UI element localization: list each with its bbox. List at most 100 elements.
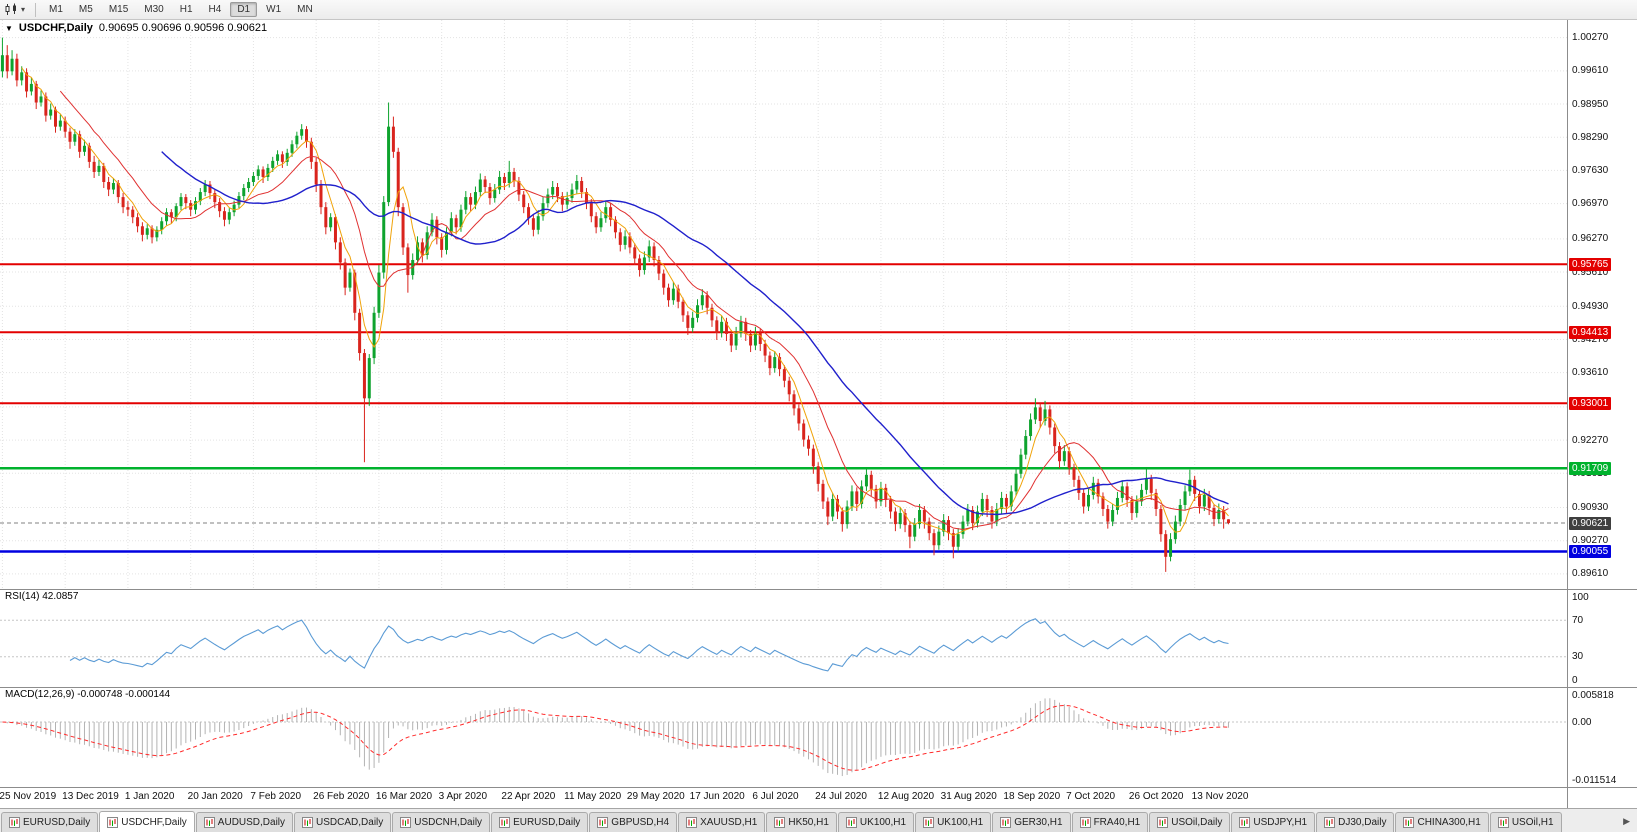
main-chart-area[interactable]: ▼ USDCHF,Daily 0.90695 0.90696 0.90596 0…	[0, 20, 1568, 589]
date-tick-label: 29 May 2020	[626, 791, 685, 802]
price-axis[interactable]: 1.00270 0.99610 0.98950 0.98290 0.97630 0.969…	[1568, 20, 1636, 589]
rsi-indicator-chart[interactable]	[0, 590, 1568, 687]
price-level-badge: 0.94413	[1569, 325, 1612, 339]
mini-chart-icon	[774, 817, 786, 828]
timeframe-button-h1[interactable]: H1	[179, 4, 193, 15]
chart-tab-uk100-h1[interactable]: UK100,H1	[915, 812, 992, 832]
tabs-scroll-right-button[interactable]: ▶	[1623, 816, 1630, 826]
axis-tick-label: 0.93610	[1572, 367, 1609, 379]
chart-tab-audusd-daily[interactable]: AUDUSD,Daily	[195, 812, 294, 832]
date-tick-label: 20 Jan 2020	[187, 791, 243, 802]
chart-tab-fra40-h1[interactable]: FRA40,H1	[1071, 812, 1149, 832]
axis-tick-label: 0	[1572, 674, 1578, 686]
chart-tab-dj30-daily[interactable]: DJ30,Daily	[1316, 812, 1395, 832]
main-chart-pane: ▼ USDCHF,Daily 0.90695 0.90696 0.90596 0…	[0, 20, 1637, 590]
mini-chart-icon	[1403, 817, 1415, 828]
date-tick-label: 6 Jul 2020	[752, 791, 799, 802]
axis-tick-label: 0.95610	[1572, 266, 1609, 278]
timeframe-buttons-group: M1 M5 M15 M30 H1 H4 D1 W1 MN	[41, 2, 321, 17]
date-tick-label: 13 Nov 2020	[1191, 791, 1249, 802]
timeframe-toolbar: ▾ M1 M5 M15 M30 H1 H4 D1 W1 MN	[0, 0, 1637, 20]
chart-tab-label: EURUSD,Daily	[513, 817, 581, 828]
axis-tick-label: 30	[1572, 651, 1584, 663]
chart-tab-gbpusd-h4[interactable]: GBPUSD,H4	[589, 812, 678, 832]
chart-title: ▼ USDCHF,Daily 0.90695 0.90696 0.90596 0…	[5, 22, 267, 34]
timeframe-button-d1[interactable]: D1	[230, 2, 258, 17]
timeframe-button-mn[interactable]: MN	[297, 4, 313, 15]
macd-label: MACD(12,26,9) -0.000748 -0.000144	[5, 689, 171, 700]
time-axis[interactable]: 25 Nov 2019 13 Dec 2019 1 Jan 2020 20 Jan 2…	[0, 788, 1637, 808]
date-tick-label: 31 Aug 2020	[940, 791, 997, 802]
date-labels-row: 25 Nov 2019 13 Dec 2019 1 Jan 2020 20 Jan 2…	[0, 788, 1568, 808]
timeframe-button-w1[interactable]: W1	[266, 4, 282, 15]
date-tick-label: 25 Nov 2019	[0, 791, 57, 802]
axis-tick-label: 0.94270	[1572, 333, 1609, 345]
axis-tick-label: 0.90270	[1572, 535, 1609, 547]
price-level-badge: 0.90621	[1569, 516, 1612, 530]
macd-indicator-pane: MACD(12,26,9) -0.000748 -0.000144 0.0058…	[0, 688, 1637, 788]
axis-tick-label: 0.99610	[1572, 65, 1609, 77]
chart-tab-hk50-h1[interactable]: HK50,H1	[766, 812, 837, 832]
timeframe-button-m1[interactable]: M1	[49, 4, 63, 15]
mini-chart-icon	[1497, 817, 1509, 828]
chart-tab-label: USDCHF,Daily	[121, 816, 187, 828]
rsi-chart-area[interactable]: RSI(14) 42.0857	[0, 590, 1568, 687]
timeframe-button-m30[interactable]: M30	[144, 4, 164, 15]
chart-tab-usdcad-daily[interactable]: USDCAD,Daily	[294, 812, 392, 832]
axis-corner	[1568, 788, 1636, 808]
collapse-triangle-icon[interactable]: ▼	[5, 23, 13, 33]
chart-tabs-bar: EURUSD,Daily USDCHF,Daily AUDUSD,Daily USDC…	[0, 808, 1637, 832]
timeframe-button-m15[interactable]: M15	[108, 4, 129, 15]
chart-tab-label: CHINA300,H1	[1417, 817, 1481, 828]
timeframe-button-h4[interactable]: H4	[208, 4, 222, 15]
chart-type-icon[interactable]	[4, 3, 19, 16]
chart-tab-usdcnh-daily[interactable]: USDCNH,Daily	[392, 812, 491, 832]
date-tick-label: 24 Jul 2020	[815, 791, 867, 802]
macd-indicator-chart[interactable]	[0, 688, 1568, 787]
date-tick-label: 12 Aug 2020	[877, 791, 935, 802]
timeframe-button-m5[interactable]: M5	[78, 4, 93, 15]
mini-chart-icon	[1239, 817, 1251, 828]
date-tick-label: 13 Dec 2019	[62, 791, 119, 802]
axis-tick-label: 0.00	[1572, 716, 1592, 728]
axis-tick-label: -0.011514	[1572, 774, 1617, 786]
date-tick-label: 22 Apr 2020	[501, 791, 556, 802]
date-tick-label: 26 Oct 2020	[1128, 791, 1184, 802]
chart-tab-usdjpy-h1[interactable]: USDJPY,H1	[1231, 812, 1316, 832]
chart-tab-usoil-daily[interactable]: USOil,Daily	[1149, 812, 1231, 832]
chart-tab-label: EURUSD,Daily	[23, 817, 91, 828]
axis-tick-label: 70	[1572, 614, 1584, 626]
chart-tab-usdchf-daily[interactable]: USDCHF,Daily	[99, 811, 195, 832]
mini-chart-icon	[597, 817, 609, 828]
macd-chart-area[interactable]: MACD(12,26,9) -0.000748 -0.000144	[0, 688, 1568, 787]
chart-tab-china300-h1[interactable]: CHINA300,H1	[1395, 812, 1489, 832]
mini-chart-icon	[499, 817, 511, 828]
chart-tab-label: UK100,H1	[937, 817, 984, 828]
mini-chart-icon	[1079, 817, 1091, 828]
chart-tab-usoil-h1[interactable]: USOil,H1	[1489, 812, 1562, 832]
chart-tab-eurusd-daily[interactable]: EURUSD,Daily	[491, 812, 589, 832]
candlestick-chart[interactable]	[0, 20, 1568, 589]
axis-tick-label: 0.96970	[1572, 198, 1609, 210]
axis-tick-label: 0.89610	[1572, 568, 1609, 580]
mini-chart-icon	[845, 817, 857, 828]
chart-tab-eurusd-daily[interactable]: EURUSD,Daily	[1, 812, 99, 832]
chart-type-dropdown-caret[interactable]: ▾	[21, 5, 26, 14]
chart-tab-label: HK50,H1	[788, 817, 829, 828]
date-tick-label: 7 Feb 2020	[250, 791, 302, 802]
chart-tab-uk100-h1[interactable]: UK100,H1	[837, 812, 915, 832]
price-level-badge: 0.90055	[1569, 545, 1612, 559]
price-level-badge: 0.95765	[1569, 257, 1612, 271]
price-level-badge: 0.91709	[1569, 461, 1612, 475]
axis-tick-label: 0.92270	[1572, 434, 1609, 446]
chart-tab-label: GER30,H1	[1014, 817, 1063, 828]
chart-tab-xauusd-h1[interactable]: XAUUSD,H1	[678, 812, 766, 832]
mini-chart-icon	[9, 817, 20, 828]
mini-chart-icon	[203, 817, 215, 828]
rsi-axis: 100 70 30 0	[1568, 590, 1636, 687]
chart-tab-label: UK100,H1	[859, 817, 907, 828]
chart-tab-ger30-h1[interactable]: GER30,H1	[992, 812, 1071, 832]
date-tick-label: 1 Jan 2020	[124, 791, 175, 802]
axis-tick-label: 0.96270	[1572, 233, 1609, 245]
date-tick-label: 11 May 2020	[564, 791, 622, 802]
